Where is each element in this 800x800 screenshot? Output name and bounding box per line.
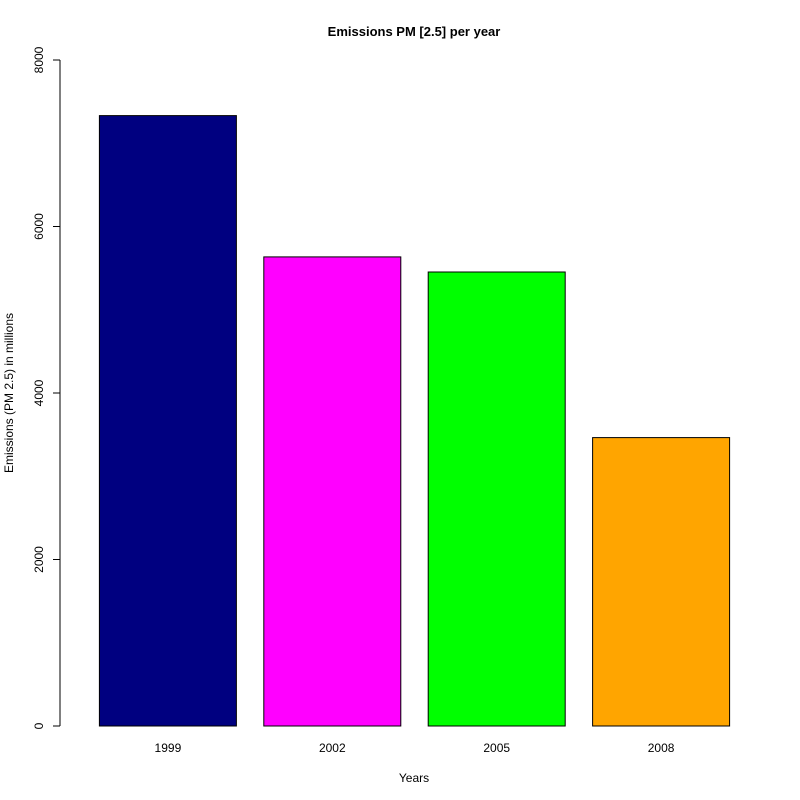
y-tick-label-6000: 6000 xyxy=(32,213,46,240)
x-tick-label-1999: 1999 xyxy=(155,741,182,755)
x-tick-label-2002: 2002 xyxy=(319,741,346,755)
bar-1999 xyxy=(98,115,237,727)
y-tick-label-0: 0 xyxy=(32,722,46,729)
bar-2005 xyxy=(427,271,566,727)
y-tick-label-2000: 2000 xyxy=(32,546,46,573)
y-tick-label-4000: 4000 xyxy=(32,379,46,406)
y-tick-label-8000: 8000 xyxy=(32,46,46,73)
x-axis-label: Years xyxy=(399,771,429,785)
x-tick-label-2005: 2005 xyxy=(483,741,510,755)
bar-2008 xyxy=(592,437,731,727)
bar-2002 xyxy=(263,256,402,727)
y-ticks-group: 0 2000 4000 6000 8000 xyxy=(32,46,60,729)
x-tick-labels-group: 1999 2002 2005 2008 xyxy=(155,741,675,755)
x-tick-label-2008: 2008 xyxy=(648,741,675,755)
bars-group xyxy=(98,115,731,727)
chart-title: Emissions PM [2.5] per year xyxy=(328,24,501,39)
y-axis-label: Emissions (PM 2.5) in millions xyxy=(2,313,16,473)
